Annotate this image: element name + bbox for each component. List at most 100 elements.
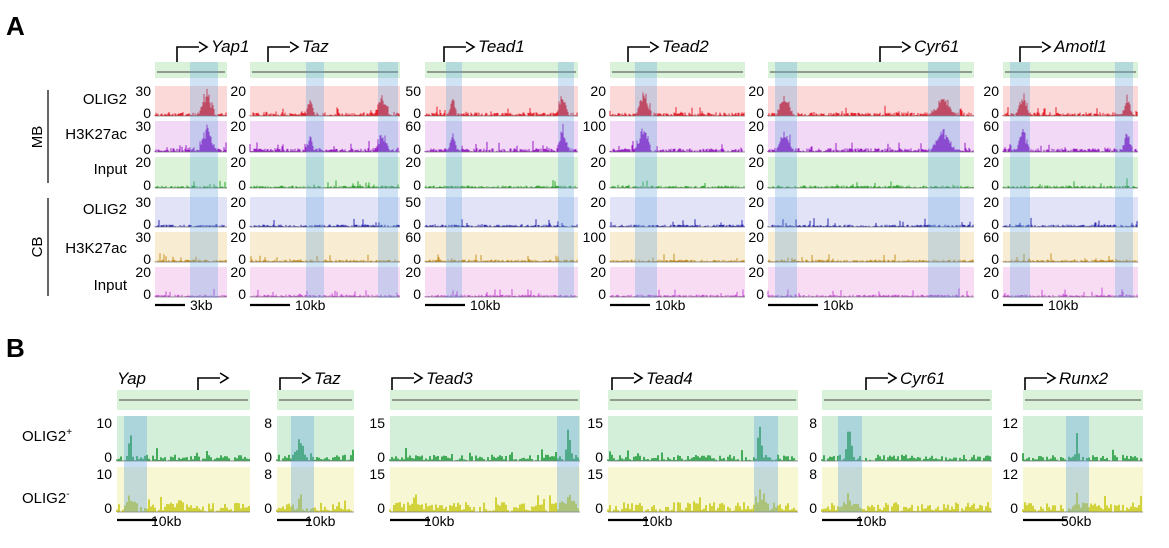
track-max-tick: 60 [983, 229, 999, 245]
tss-arrowhead [289, 41, 300, 53]
highlight-region [635, 62, 657, 298]
track-background [277, 467, 354, 512]
track-background [1003, 197, 1138, 227]
gene-name: Cyr61 [900, 369, 945, 388]
track-background [610, 197, 745, 227]
track-zero-tick: 0 [598, 177, 606, 193]
track-max-tick: 8 [264, 466, 272, 482]
track-max-tick: 60 [405, 118, 421, 134]
signal-trace [821, 431, 991, 461]
signal-trace [821, 493, 991, 512]
group-label-mb: MB [29, 126, 46, 149]
tss-arrowhead [649, 41, 660, 53]
track-zero-tick: 0 [991, 216, 999, 232]
signal-trace [389, 494, 579, 512]
track-max-tick: 20 [590, 83, 606, 99]
scale-bar-label: 10kb [151, 513, 182, 529]
panel-a-row-label-input-mb: Input [94, 161, 128, 178]
track-max-tick: 20 [983, 194, 999, 210]
track-max-tick: 15 [587, 415, 603, 431]
track-max-tick: 20 [405, 154, 421, 170]
signal-trace [424, 123, 578, 152]
track-zero-tick: 0 [991, 177, 999, 193]
signal-trace [1002, 129, 1138, 152]
track-zero-tick: 0 [756, 105, 764, 121]
track-max-tick: 10 [96, 415, 112, 431]
track-background [250, 86, 400, 116]
highlight-region [775, 62, 797, 298]
track-background [768, 267, 974, 297]
track-zero-tick: 0 [264, 500, 272, 516]
scale-bar-label: 10kb [823, 297, 854, 313]
track-max-tick: 8 [809, 415, 817, 431]
track-max-tick: 20 [748, 264, 764, 280]
signal-trace [607, 489, 797, 512]
track-max-tick: 20 [983, 154, 999, 170]
gene-name: Tead3 [426, 369, 473, 388]
tss-arrowhead [465, 41, 476, 53]
track-background [155, 197, 227, 227]
track-zero-tick: 0 [598, 105, 606, 121]
gene-model-track [155, 62, 227, 78]
scale-bar-label: 10kb [642, 513, 673, 529]
track-max-tick: 10 [96, 466, 112, 482]
track-zero-tick: 0 [413, 251, 421, 267]
track-background [610, 157, 745, 188]
signal-trace [276, 439, 354, 461]
track-zero-tick: 0 [413, 177, 421, 193]
track-background [610, 121, 745, 152]
track-zero-tick: 0 [104, 449, 112, 465]
track-max-tick: 15 [587, 466, 603, 482]
highlight-region [446, 62, 462, 298]
track-zero-tick: 0 [238, 286, 246, 302]
highlight-region [1010, 62, 1030, 298]
track-max-tick: 20 [230, 229, 246, 245]
track-max-tick: 100 [583, 118, 607, 134]
track-background [250, 267, 400, 297]
track-zero-tick: 0 [238, 251, 246, 267]
highlight-region [557, 416, 579, 512]
track-max-tick: 12 [1002, 466, 1018, 482]
gene-model-track [768, 62, 974, 78]
track-max-tick: 20 [590, 194, 606, 210]
track-zero-tick: 0 [598, 216, 606, 232]
track-max-tick: 100 [583, 229, 607, 245]
track-zero-tick: 0 [413, 216, 421, 232]
track-zero-tick: 0 [377, 500, 385, 516]
signal-trace [767, 128, 974, 152]
track-background [425, 232, 578, 262]
gene-name: Tead4 [646, 369, 693, 388]
panel-b-row-label-olig2-negative-sup: - [66, 489, 69, 500]
panel-b-row-label-olig2-negative-text: OLIG2 [22, 490, 66, 507]
track-max-tick: 20 [748, 83, 764, 99]
track-zero-tick: 0 [143, 286, 151, 302]
track-background [250, 232, 400, 262]
signal-trace [1022, 492, 1142, 512]
track-max-tick: 20 [135, 264, 151, 280]
track-zero-tick: 0 [143, 216, 151, 232]
track-max-tick: 30 [135, 194, 151, 210]
track-max-tick: 8 [264, 415, 272, 431]
gene-name: Tead1 [478, 37, 525, 56]
group-cb-bracket: CB [29, 198, 49, 296]
track-background [155, 232, 227, 262]
track-max-tick: 20 [748, 154, 764, 170]
panel-b-row-label-olig2-positive: OLIG2+ [22, 427, 72, 445]
track-zero-tick: 0 [238, 216, 246, 232]
track-zero-tick: 0 [756, 251, 764, 267]
track-max-tick: 20 [983, 264, 999, 280]
gene-name: Yap1 [211, 37, 249, 56]
track-background [610, 267, 745, 297]
track-zero-tick: 0 [595, 449, 603, 465]
track-max-tick: 15 [369, 415, 385, 431]
track-zero-tick: 0 [595, 500, 603, 516]
gene-name: Yap [117, 369, 146, 388]
track-zero-tick: 0 [413, 286, 421, 302]
gene-name: Taz [302, 37, 329, 56]
